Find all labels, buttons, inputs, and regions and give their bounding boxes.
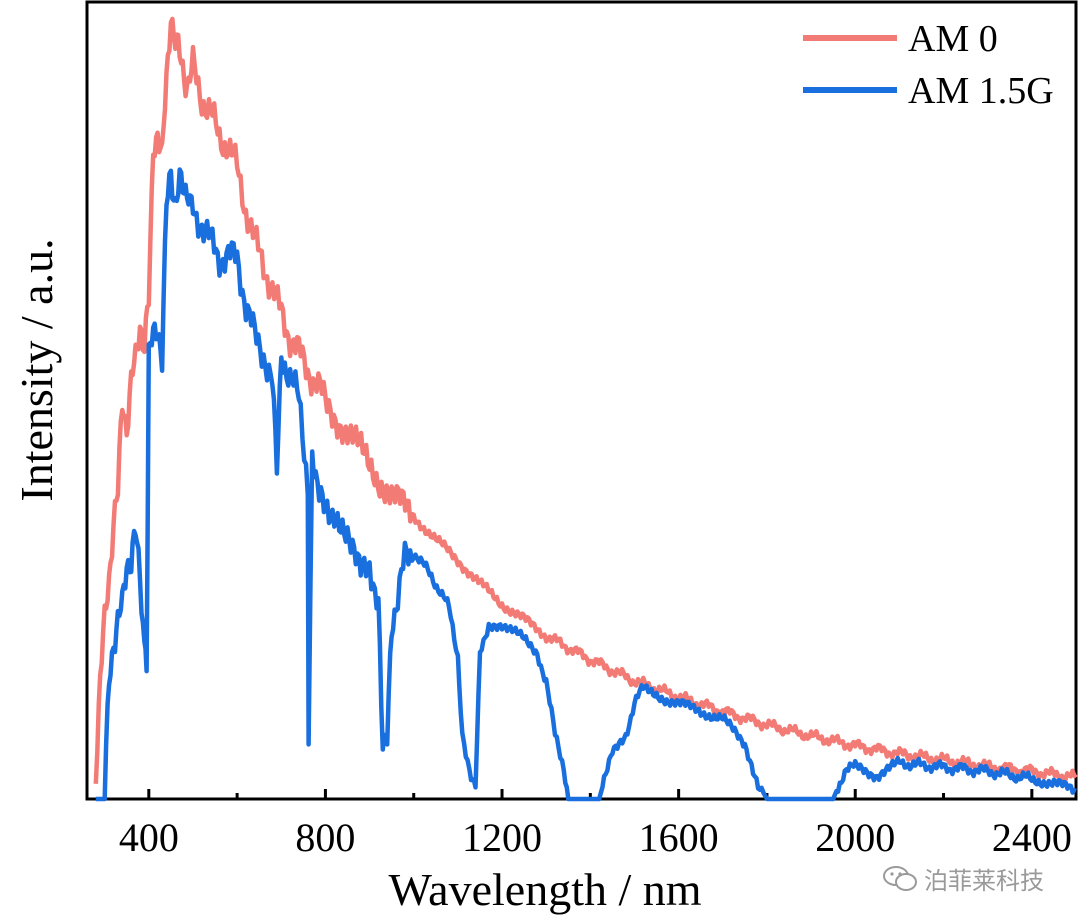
x-axis-title: Wavelength / nm bbox=[388, 864, 701, 915]
x-tick-label: 2000 bbox=[815, 815, 895, 860]
x-tick-label: 800 bbox=[295, 815, 355, 860]
legend: AM 0 AM 1.5G bbox=[803, 18, 1054, 112]
x-axis-ticks: 400 800 1200 1600 2000 2400 bbox=[119, 789, 1072, 860]
watermark: 泊菲莱科技 bbox=[882, 861, 1044, 896]
legend-label: AM 1.5G bbox=[908, 70, 1054, 112]
plot-frame bbox=[85, 0, 1078, 801]
x-tick-label: 1600 bbox=[639, 815, 719, 860]
series-line-am-1-5g bbox=[95, 167, 1077, 802]
x-tick-label: 400 bbox=[119, 815, 179, 860]
legend-label: AM 0 bbox=[908, 18, 998, 60]
wechat-icon bbox=[883, 865, 917, 891]
series-line-am-0 bbox=[93, 16, 1078, 784]
y-axis-title: Intensity / a.u. bbox=[11, 238, 62, 501]
x-tick-label: 1200 bbox=[462, 815, 542, 860]
watermark-text: 泊菲莱科技 bbox=[924, 867, 1044, 895]
series-group bbox=[93, 16, 1078, 802]
x-tick-label: 2400 bbox=[992, 815, 1072, 860]
